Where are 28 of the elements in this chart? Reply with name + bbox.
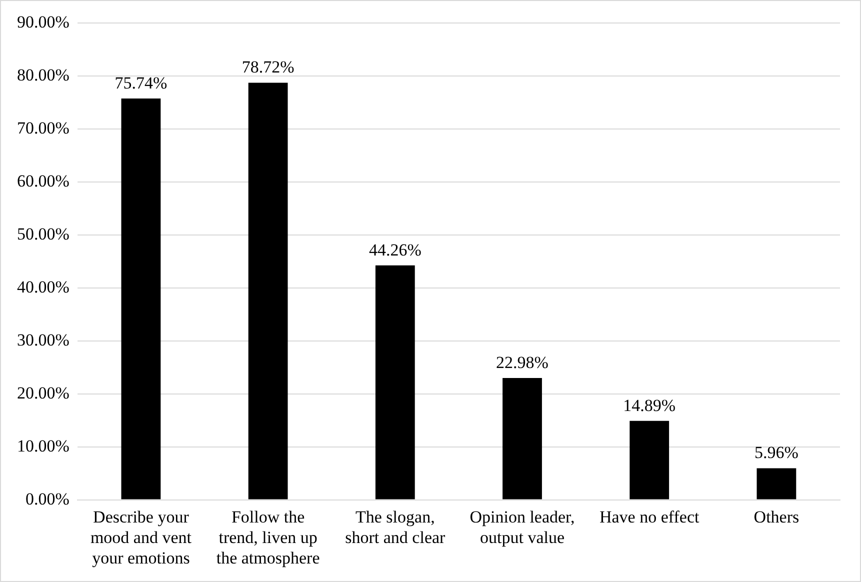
bar <box>630 420 670 500</box>
bar <box>248 82 288 500</box>
y-tick-label: 50.00% <box>16 224 70 244</box>
y-tick-label: 10.00% <box>16 436 70 456</box>
bar <box>375 265 415 500</box>
x-tick-label: Others <box>754 507 800 526</box>
y-tick-label: 90.00% <box>16 12 70 32</box>
data-label: 44.26% <box>368 240 422 260</box>
x-tick-label: The slogan, short and clear <box>345 507 446 547</box>
data-label: 5.96% <box>754 443 798 462</box>
bar <box>756 468 796 500</box>
data-label: 22.98% <box>496 353 548 372</box>
y-tick-label: 60.00% <box>16 171 70 190</box>
y-tick-label: 30.00% <box>16 330 70 350</box>
y-tick-label: 20.00% <box>16 383 70 402</box>
data-label: 75.74% <box>114 74 168 93</box>
y-tick-label: 80.00% <box>16 65 70 84</box>
data-label: 14.89% <box>623 396 676 415</box>
bar <box>502 378 542 500</box>
x-tick-label: Describe your mood and vent your emotions <box>90 507 192 568</box>
x-tick-label: Have no effect <box>599 507 700 526</box>
y-tick-label: 70.00% <box>16 118 70 138</box>
y-tick-label: 0.00% <box>25 489 70 508</box>
bar <box>121 98 161 500</box>
x-tick-label: Follow the trend, liven up the atmosphere <box>216 507 320 568</box>
x-tick-label: Opinion leader, output value <box>470 507 575 547</box>
y-tick-label: 40.00% <box>16 277 70 296</box>
data-label: 78.72% <box>242 58 294 77</box>
